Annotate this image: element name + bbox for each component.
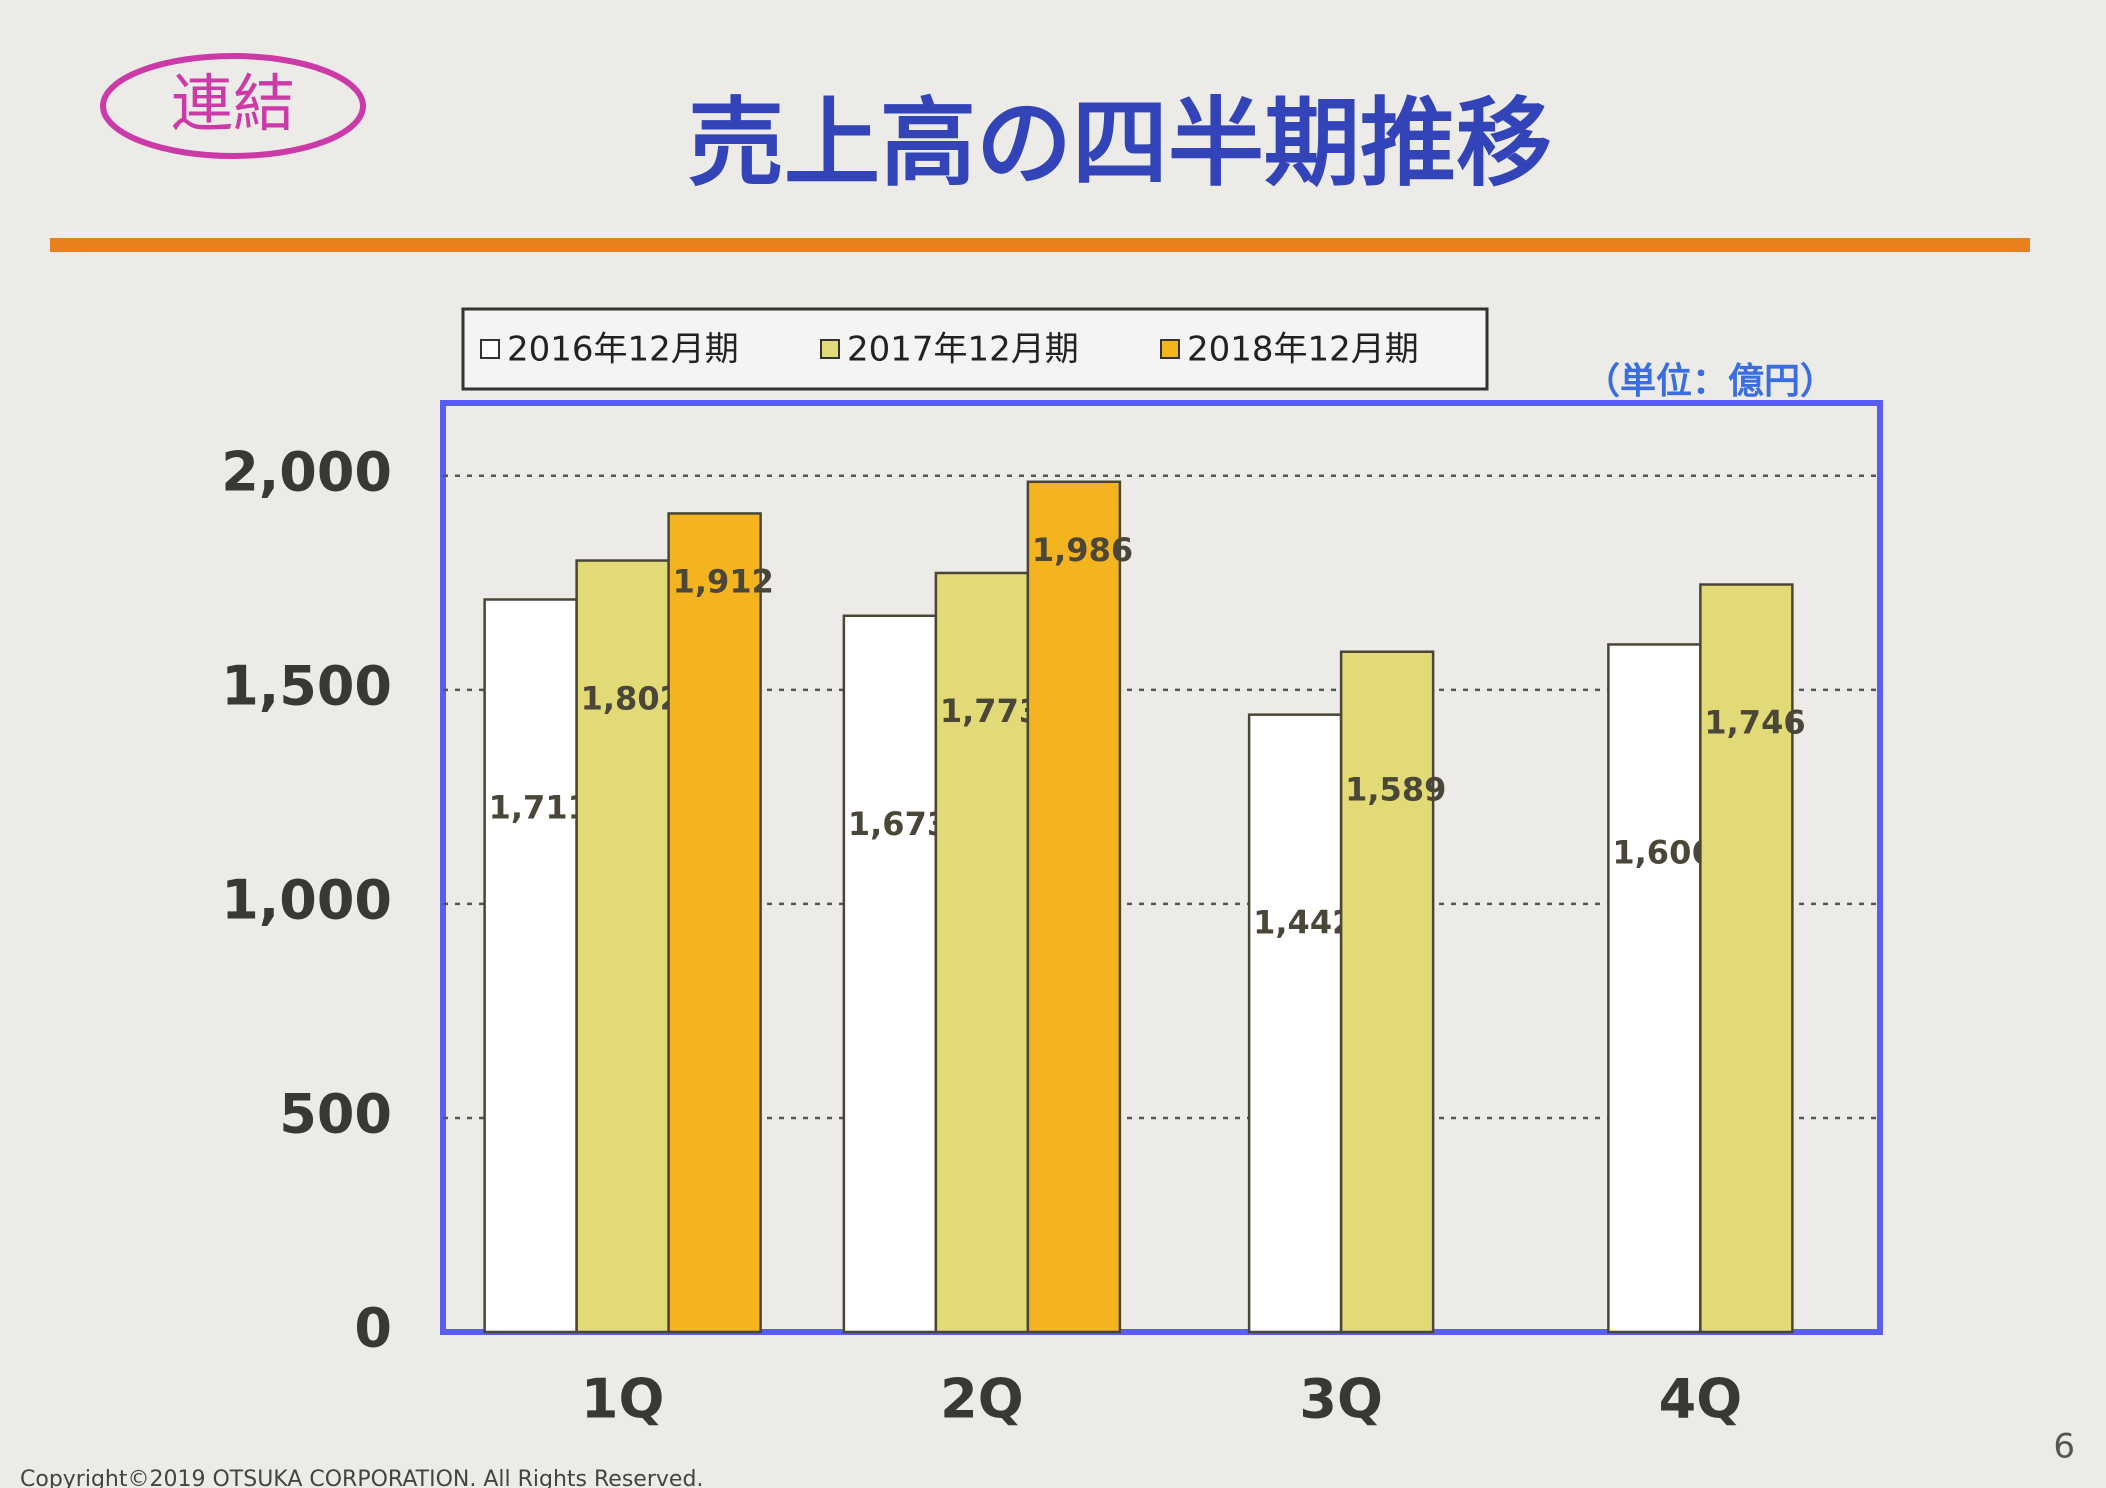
- value-label: 1,773: [940, 692, 1041, 730]
- badge-outline: [100, 53, 366, 159]
- value-label: 1,589: [1345, 771, 1446, 809]
- bar: [1607, 643, 1702, 1334]
- bar: [667, 512, 762, 1334]
- unit-label: （単位：億円）: [1584, 361, 1836, 402]
- value-label: 1,986: [1032, 531, 1133, 569]
- x-tick-label: 4Q: [1659, 1368, 1742, 1431]
- value-label: 1,442: [1253, 904, 1354, 942]
- legend-box: [461, 307, 1489, 391]
- value-label: 1,711: [489, 789, 590, 827]
- x-tick-label: 2Q: [940, 1368, 1023, 1431]
- legend-swatch: [820, 339, 840, 359]
- copyright: Copyright©2019 OTSUKA CORPORATION. All R…: [20, 1467, 703, 1488]
- value-label: 1,912: [673, 562, 774, 600]
- title-rule: [50, 238, 2030, 252]
- legend-label: 2016年12月期: [507, 330, 739, 370]
- y-tick-label: 2,000: [221, 440, 392, 503]
- plot-area: [440, 400, 1883, 1335]
- y-tick-label: 500: [279, 1083, 392, 1146]
- value-label: 1,802: [581, 680, 682, 718]
- bar: [483, 598, 578, 1334]
- bar: [1247, 713, 1343, 1334]
- bar: [1026, 480, 1122, 1334]
- legend-swatch: [480, 339, 500, 359]
- slide-title: 売上高の四半期推移: [688, 87, 1552, 199]
- page-number: 6: [2053, 1427, 2075, 1467]
- y-tick-label: 1,000: [221, 869, 392, 932]
- legend-label: 2018年12月期: [1187, 330, 1419, 370]
- legend-label: 2017年12月期: [847, 330, 1079, 370]
- badge: 連結: [171, 67, 295, 140]
- legend-swatch: [1160, 339, 1180, 359]
- x-tick-label: 3Q: [1299, 1368, 1382, 1431]
- y-tick-label: 1,500: [221, 654, 392, 717]
- bar: [575, 559, 670, 1334]
- bar: [842, 614, 938, 1334]
- bar: [1339, 650, 1435, 1334]
- value-label: 1,746: [1704, 704, 1805, 742]
- bar: [1699, 583, 1794, 1334]
- value-label: 1,606: [1612, 833, 1713, 871]
- x-tick-label: 1Q: [581, 1368, 664, 1431]
- value-label: 1,673: [848, 805, 949, 843]
- bar: [934, 571, 1030, 1334]
- y-tick-label: 0: [354, 1297, 392, 1360]
